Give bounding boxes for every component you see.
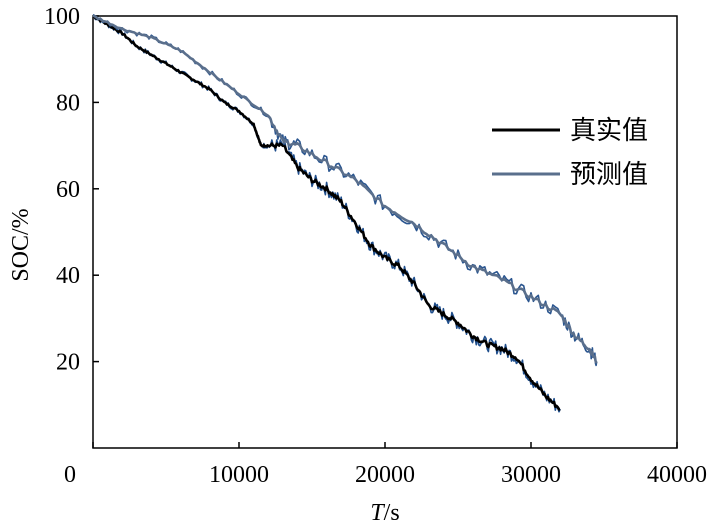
x-axis-ticks: 0 10000 20000 30000 40000 (64, 442, 707, 488)
x-axis-label-unit: /s (384, 500, 400, 526)
x-tick-label: 30000 (501, 462, 561, 488)
series-layer (92, 13, 598, 413)
series-true-noise-line (92, 15, 561, 413)
legend-label-true: 真实值 (570, 116, 648, 146)
x-tick-label: 10000 (209, 462, 269, 488)
y-tick-label: 40 (56, 263, 80, 289)
series-true-line (92, 14, 561, 411)
x-tick-label: 20000 (355, 462, 415, 488)
y-tick-label: 20 (56, 350, 80, 376)
y-tick-label: 80 (56, 90, 80, 116)
y-axis-ticks: 20 40 60 80 100 (44, 4, 99, 376)
series-pred-line (92, 14, 598, 364)
series-pred-noise-line (92, 13, 598, 367)
legend: 真实值 预测值 (492, 116, 648, 190)
y-axis-label: SOC/% (8, 208, 34, 281)
x-axis-label-italic: T (370, 500, 385, 526)
x-tick-label: 40000 (647, 462, 707, 488)
x-axis-label: T/s (370, 500, 399, 526)
x-tick-label: 0 (64, 462, 76, 488)
plot-frame (92, 15, 678, 449)
y-tick-label: 60 (56, 177, 80, 203)
legend-label-pred: 预测值 (570, 160, 648, 190)
y-tick-label: 100 (44, 4, 80, 30)
